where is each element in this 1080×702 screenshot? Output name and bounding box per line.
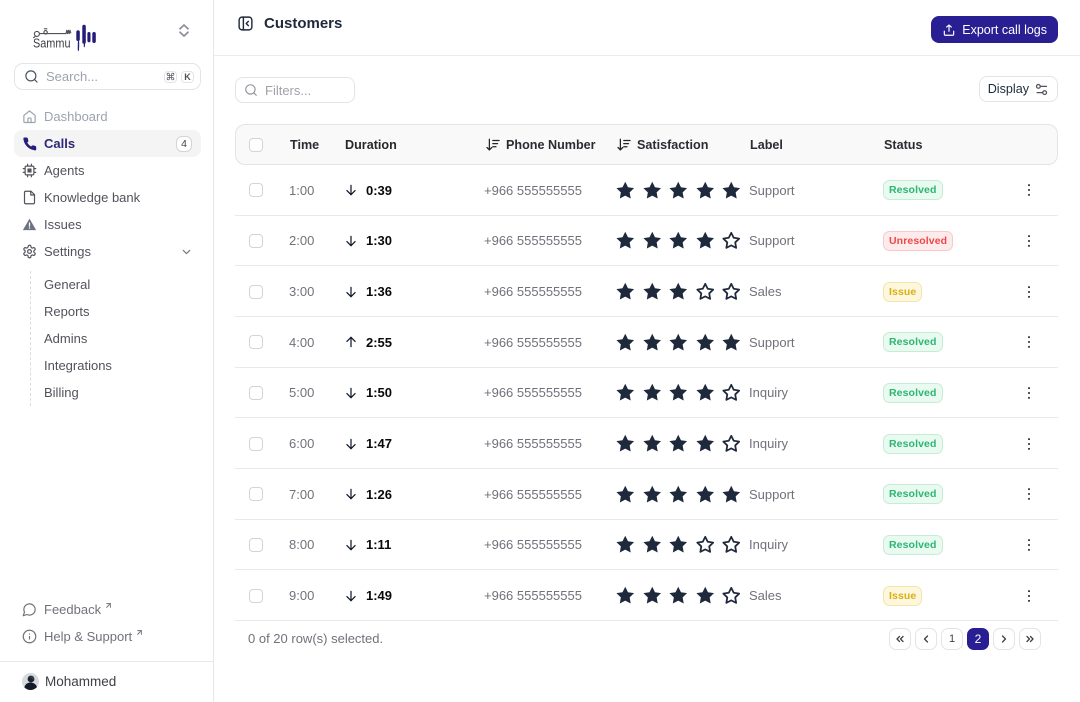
svg-text:Sammu: Sammu (33, 36, 71, 51)
